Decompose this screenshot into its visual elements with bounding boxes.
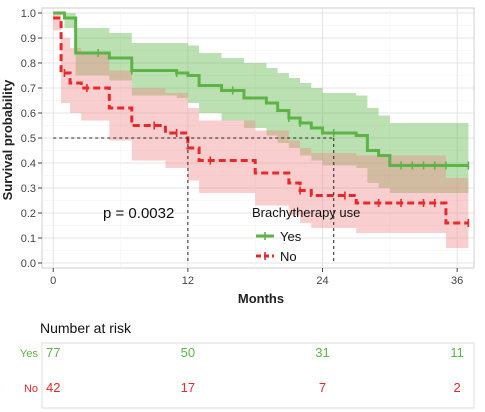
median-reference-lines — [53, 137, 335, 263]
grid — [42, 8, 474, 268]
survival-curves — [53, 11, 469, 225]
x-tick-label: 12 — [182, 275, 194, 287]
risk-count: 2 — [454, 380, 461, 395]
y-tick-label: 1.0 — [21, 8, 36, 20]
confidence-bands — [53, 13, 469, 248]
confidence-band-yes — [53, 13, 469, 193]
x-axis-label: Months — [238, 291, 284, 306]
x-tick-label: 0 — [50, 275, 56, 287]
risk-table: Number at risk Yes 77 50 31 11 No 42 17 7 2 — [20, 320, 475, 409]
y-tick-label: 0.3 — [21, 183, 36, 195]
y-tick-label: 0.9 — [21, 33, 36, 45]
legend: Brachytherapy use Yes No — [252, 205, 360, 264]
y-tick-label: 0.2 — [21, 208, 36, 220]
risk-table-panel — [41, 342, 475, 409]
survival-curve-yes — [53, 11, 469, 167]
legend-label-no: No — [280, 249, 297, 264]
y-tick-label: 0.1 — [21, 233, 36, 245]
y-axis: 0.0 0.1 0.2 0.3 0.4 0.5 0.6 0.7 0.8 0.9 1.0 — [21, 8, 42, 270]
confidence-band-no — [53, 13, 469, 248]
risk-count: 42 — [46, 380, 60, 395]
risk-count: 11 — [450, 345, 464, 360]
censor-marks — [63, 49, 470, 227]
risk-count: 77 — [46, 345, 60, 360]
risk-count: 7 — [319, 380, 326, 395]
risk-count: 31 — [315, 345, 329, 360]
x-axis: 0 12 24 36 — [50, 268, 463, 287]
y-tick-label: 0.5 — [21, 133, 36, 145]
x-tick-label: 24 — [316, 275, 328, 287]
risk-count: 17 — [181, 380, 195, 395]
y-tick-label: 0.6 — [21, 108, 36, 120]
y-axis-label: Survival probability — [0, 79, 15, 200]
legend-label-yes: Yes — [280, 229, 302, 244]
y-tick-label: 0.0 — [21, 258, 36, 270]
p-value-annotation: p = 0.0032 — [103, 205, 174, 222]
risk-row-label-yes: Yes — [20, 348, 38, 360]
legend-title: Brachytherapy use — [252, 205, 360, 220]
y-tick-label: 0.4 — [21, 158, 36, 170]
survival-curve-no — [53, 16, 469, 225]
risk-count: 50 — [181, 345, 195, 360]
risk-row-label-no: No — [24, 383, 38, 395]
y-tick-label: 0.8 — [21, 58, 36, 70]
y-tick-label: 0.7 — [21, 83, 36, 95]
risk-table-title: Number at risk — [40, 320, 132, 336]
x-tick-label: 36 — [451, 275, 463, 287]
